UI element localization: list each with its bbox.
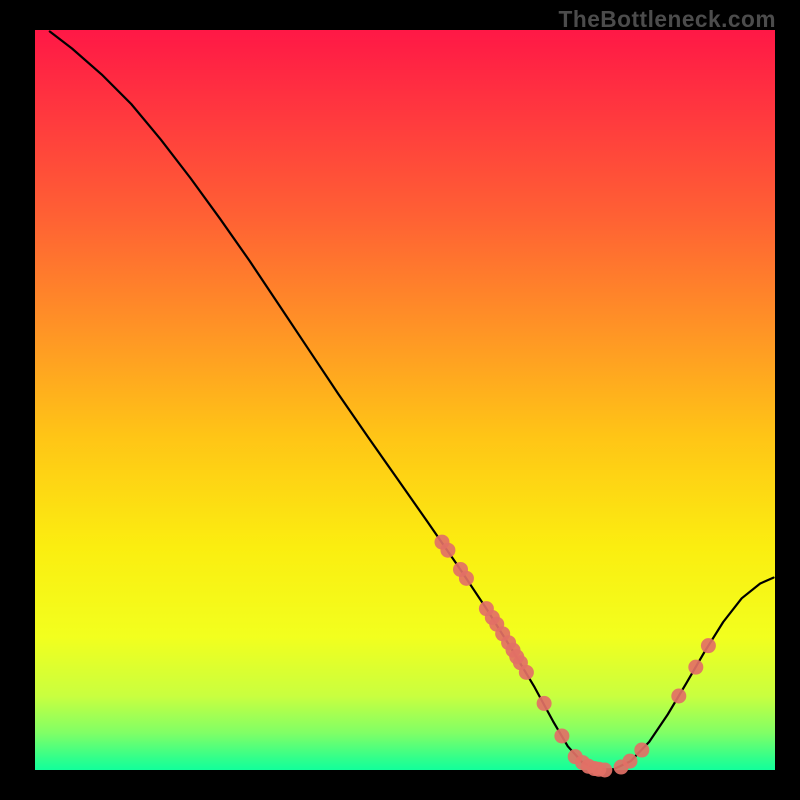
data-marker <box>701 638 716 653</box>
watermark-text: TheBottleneck.com <box>559 6 776 33</box>
data-marker <box>688 660 703 675</box>
data-marker <box>622 754 637 769</box>
data-marker <box>440 543 455 558</box>
data-marker <box>459 571 474 586</box>
data-marker <box>671 689 686 704</box>
plot-background <box>35 30 775 770</box>
data-marker <box>519 665 534 680</box>
data-marker <box>597 763 612 778</box>
bottleneck-chart <box>0 0 800 800</box>
data-marker <box>537 696 552 711</box>
data-marker <box>554 728 569 743</box>
data-marker <box>634 743 649 758</box>
